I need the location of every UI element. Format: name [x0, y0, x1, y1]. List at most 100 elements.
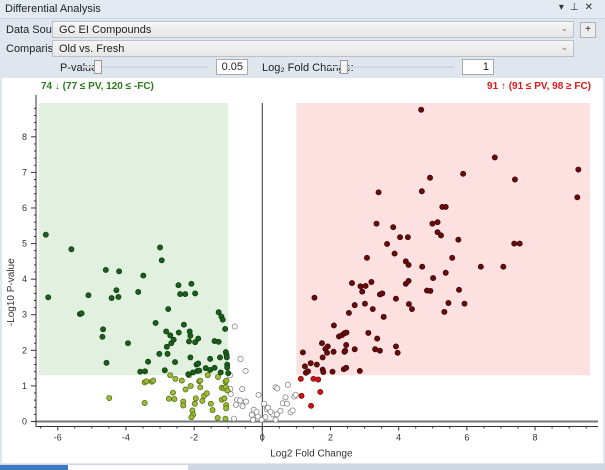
data-point-up-sig — [330, 322, 337, 329]
pvalue-slider-thumb[interactable] — [93, 60, 102, 74]
chevron-down-icon: ⌄ — [560, 42, 568, 52]
data-point-up-sig — [394, 349, 401, 356]
data-point-down-sig — [211, 364, 218, 371]
data-point-down-sig — [217, 369, 224, 376]
data-point-down-sig — [152, 319, 159, 326]
data-point-up-sig — [390, 224, 397, 231]
data-point-up-sig — [430, 275, 437, 282]
data-point-up-sig — [427, 287, 434, 294]
dropdown-menu-icon[interactable]: ▾ — [558, 2, 570, 13]
fold-change-input[interactable]: 1 — [462, 59, 494, 75]
y-tick-label: 2 — [22, 345, 27, 355]
data-point-down-sig — [113, 287, 120, 294]
data-point-up-sig — [429, 220, 436, 227]
pvalue-slider[interactable] — [82, 60, 208, 74]
data-point-ns — [231, 323, 238, 330]
data-point-up-sig — [330, 348, 337, 355]
data-point-down-sig — [45, 294, 52, 301]
down-regulated-region — [39, 103, 229, 376]
data-point-down-sig — [222, 326, 229, 332]
data-point-down-sig — [165, 306, 172, 312]
data-point-up-sig — [500, 263, 507, 270]
data-point-ns — [289, 407, 296, 414]
data-point-down-sig — [145, 358, 152, 365]
data-point-up-sig — [319, 340, 325, 347]
comparison-combobox[interactable]: Old vs. Fresh ⌄ — [52, 40, 574, 57]
data-point-up-sig — [384, 240, 391, 247]
comparison-row: Comparison: Old vs. Fresh ⌄ — [0, 39, 605, 59]
data-point-down-sig — [135, 289, 142, 295]
y-tick-label: 5 — [22, 239, 27, 249]
data-point-up-sig — [361, 300, 368, 307]
y-tick-label: 3 — [22, 310, 27, 320]
data-point-up-weak — [317, 389, 324, 395]
data-point-up-sig — [364, 254, 370, 261]
data-point-ns — [248, 411, 255, 418]
data-point-up-sig — [372, 346, 379, 353]
data-point-down-sig — [100, 326, 107, 333]
data-point-up-sig — [380, 313, 387, 320]
data-point-down-sig — [125, 340, 131, 347]
data-point-up-sig — [511, 240, 518, 247]
data-point-up-sig — [456, 286, 462, 293]
data-point-up-sig — [365, 329, 372, 336]
data-point-ns — [282, 394, 289, 401]
data-point-down-weak — [215, 374, 221, 380]
data-point-down-sig — [177, 291, 184, 298]
data-point-down-weak — [209, 407, 216, 414]
data-point-down-sig — [163, 343, 170, 350]
data-point-up-sig — [343, 364, 350, 371]
data-point-up-sig — [299, 349, 306, 356]
tab-other[interactable] — [68, 465, 188, 470]
data-point-down-weak — [222, 415, 229, 422]
data-point-up-sig — [313, 361, 320, 368]
window-controls: ▾⊥✕ — [559, 2, 599, 13]
up-regulated-summary: 91 ↑ (91 ≤ PV, 98 ≥ FC) — [487, 81, 591, 92]
data-point-up-sig — [369, 306, 376, 312]
fold-change-slider[interactable] — [328, 60, 454, 74]
data-point-down-sig — [224, 364, 231, 371]
close-icon[interactable]: ✕ — [584, 2, 599, 13]
data-point-down-weak — [172, 375, 179, 382]
data-point-up-sig — [311, 294, 318, 301]
pin-icon[interactable]: ⊥ — [569, 2, 585, 13]
x-tick-label: 2 — [328, 433, 333, 443]
data-point-down-sig — [42, 231, 49, 238]
data-point-down-weak — [203, 390, 210, 397]
data-point-up-sig — [374, 335, 381, 342]
data-point-ns — [250, 416, 257, 423]
data-point-down-sig — [108, 295, 115, 301]
data-point-up-sig — [301, 363, 308, 370]
x-tick-label: 0 — [260, 433, 265, 443]
data-point-ns — [242, 398, 249, 405]
data-point-up-weak — [310, 375, 317, 382]
data-point-down-weak — [224, 387, 231, 394]
data-point-down-weak — [197, 384, 204, 391]
data-point-down-sig — [215, 338, 222, 345]
add-data-source-button[interactable]: + — [580, 22, 596, 38]
data-point-up-sig — [343, 329, 350, 336]
data-point-down-sig — [137, 368, 144, 375]
data-point-down-weak — [188, 414, 195, 421]
data-point-down-sig — [115, 293, 122, 300]
fold-change-slider-thumb[interactable] — [339, 60, 348, 74]
data-point-down-sig — [186, 338, 192, 345]
data-point-down-sig — [196, 367, 203, 374]
data-point-up-sig — [419, 263, 426, 270]
data-point-up-sig — [477, 263, 484, 270]
x-tick-label: -6 — [54, 433, 62, 443]
data-point-up-sig — [379, 290, 386, 297]
data-point-up-sig — [320, 369, 327, 375]
data-point-down-sig — [102, 266, 109, 273]
data-point-down-sig — [225, 370, 232, 377]
pvalue-input[interactable]: 0.05 — [216, 59, 248, 75]
data-point-down-sig — [182, 291, 189, 298]
data-point-up-sig — [441, 308, 448, 315]
tab-differential-analysis[interactable] — [0, 465, 68, 470]
data-point-up-sig — [427, 174, 433, 181]
data-point-up-sig — [319, 354, 326, 361]
y-tick-label: 6 — [22, 203, 27, 213]
data-point-up-sig — [343, 342, 350, 348]
data-source-combobox[interactable]: GC EI Compounds ⌄ — [52, 21, 574, 38]
